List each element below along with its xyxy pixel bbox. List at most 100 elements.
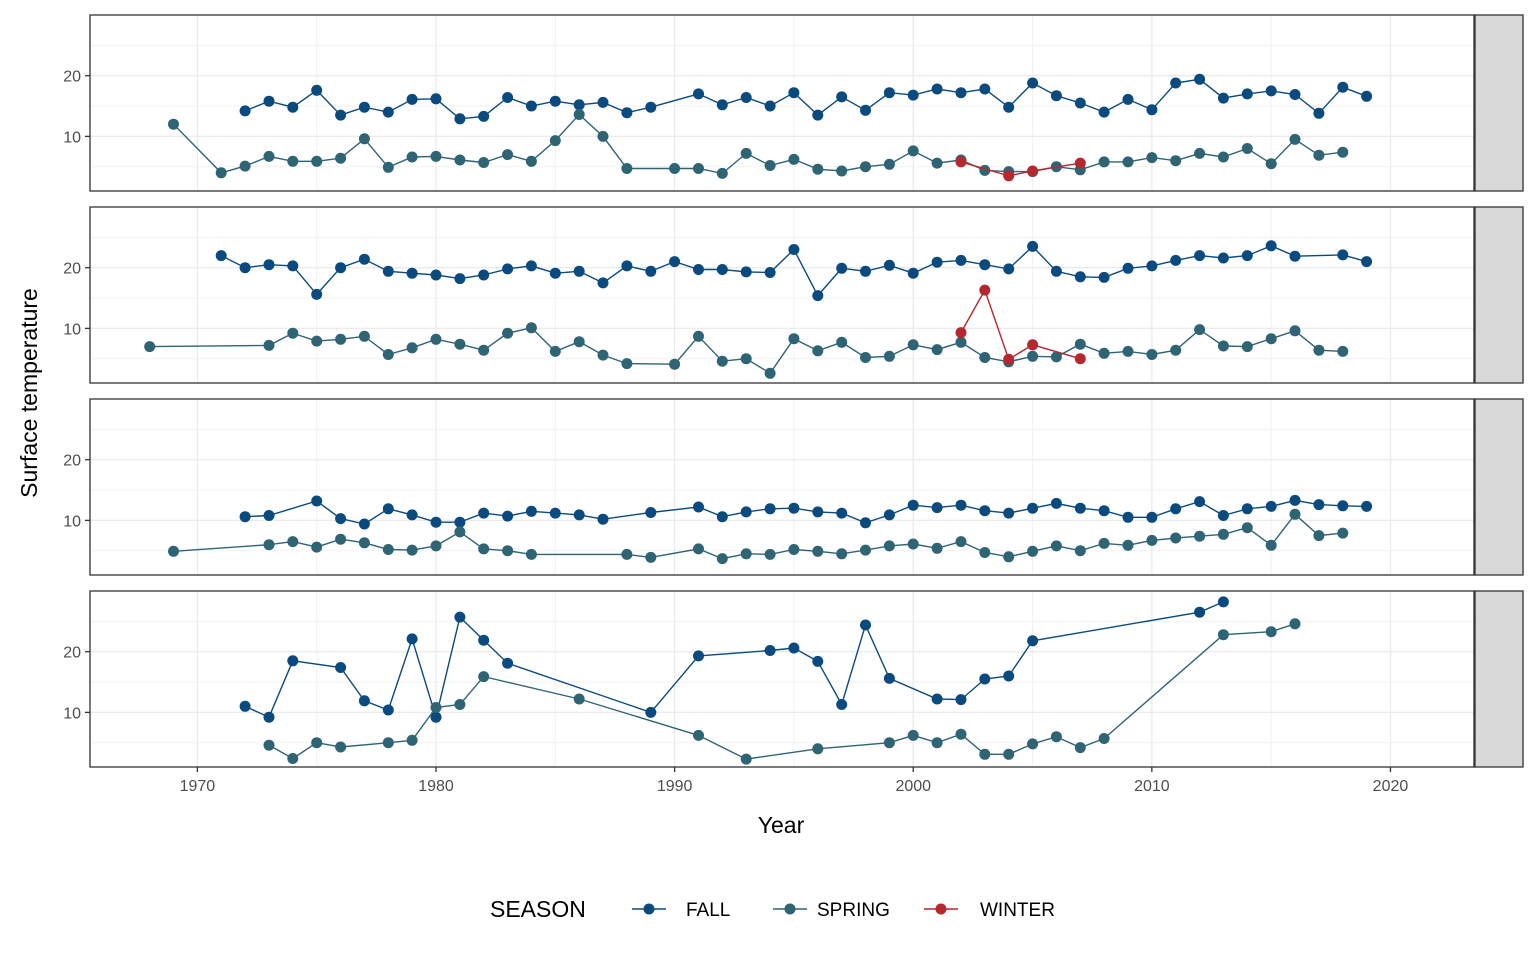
data-point <box>1337 81 1349 93</box>
panel-1: 1020Georges Bank <box>63 14 1524 192</box>
data-point <box>931 256 943 268</box>
data-point <box>1241 250 1253 262</box>
data-point <box>311 737 323 749</box>
data-point <box>549 95 561 107</box>
data-point <box>788 333 800 345</box>
data-point <box>1337 345 1349 357</box>
data-point <box>1122 156 1134 168</box>
y-tick-label: 10 <box>63 321 81 338</box>
data-point <box>621 163 633 174</box>
legend-item-fall: FALL <box>632 900 730 921</box>
data-point <box>693 543 704 555</box>
data-point <box>979 259 991 271</box>
data-point <box>764 645 776 656</box>
data-point <box>812 290 824 302</box>
legend-item-winter: WINTER <box>924 900 1055 921</box>
data-point <box>955 156 967 168</box>
data-point <box>573 99 585 111</box>
data-point <box>716 355 728 367</box>
data-point <box>1050 540 1062 552</box>
data-point <box>335 741 347 753</box>
data-point <box>788 544 800 555</box>
data-point <box>454 611 466 623</box>
data-point <box>979 83 991 95</box>
data-point <box>1098 271 1110 283</box>
data-point <box>406 342 418 354</box>
data-point <box>764 267 776 278</box>
series-fall <box>239 494 1373 530</box>
y-tick-label: 20 <box>63 261 81 278</box>
legend-label: FALL <box>686 900 730 921</box>
data-point <box>239 105 251 117</box>
data-point <box>1027 240 1039 252</box>
data-point <box>836 548 848 560</box>
facet-strip <box>1474 590 1524 768</box>
data-point <box>740 753 752 765</box>
data-point <box>1027 77 1039 89</box>
data-point <box>239 511 251 523</box>
data-point <box>1217 510 1229 521</box>
facet-strip <box>1474 398 1524 576</box>
data-point <box>430 93 442 105</box>
data-point <box>1265 626 1277 638</box>
data-point <box>1003 170 1015 182</box>
data-point <box>382 265 394 277</box>
data-point <box>1003 670 1015 682</box>
data-point <box>883 259 895 271</box>
chart-panels: 1020Georges Bank1020Georges Bank / South… <box>63 14 1524 768</box>
data-point <box>215 250 227 262</box>
data-point <box>287 753 299 764</box>
data-point <box>1313 344 1325 356</box>
data-point <box>573 109 585 120</box>
data-point <box>764 367 776 379</box>
data-point <box>1337 500 1349 512</box>
y-tick-label: 20 <box>63 453 81 470</box>
data-point <box>382 161 394 173</box>
data-point <box>645 101 657 113</box>
data-point <box>1217 340 1229 352</box>
data-point <box>836 91 848 103</box>
data-point <box>1098 347 1110 359</box>
legend-label: WINTER <box>980 900 1055 921</box>
data-point <box>1289 494 1301 506</box>
series-spring <box>144 322 1349 379</box>
data-point <box>716 511 728 523</box>
data-point <box>836 262 848 274</box>
data-point <box>788 244 800 255</box>
data-point <box>263 95 275 107</box>
data-point <box>740 147 752 159</box>
panel-background <box>90 399 1474 575</box>
data-point <box>335 152 347 164</box>
data-point <box>454 526 466 538</box>
data-point <box>979 352 991 363</box>
series-spring <box>263 618 1301 765</box>
data-point <box>1265 539 1277 551</box>
data-point <box>549 507 561 519</box>
data-point <box>1265 158 1277 170</box>
data-point <box>311 288 323 300</box>
data-point <box>287 260 299 272</box>
data-point <box>1337 527 1349 539</box>
data-point <box>1265 333 1277 345</box>
data-point <box>836 165 848 177</box>
data-point <box>764 100 776 112</box>
data-point <box>215 167 227 179</box>
data-point <box>597 96 609 108</box>
data-point <box>525 155 537 167</box>
data-point <box>454 154 466 166</box>
data-point <box>1241 341 1253 353</box>
data-point <box>406 734 418 746</box>
facet-strip <box>1474 206 1524 384</box>
data-point <box>955 694 967 706</box>
data-point <box>645 706 657 718</box>
data-point <box>382 106 394 118</box>
panel-border <box>89 14 1475 192</box>
data-point <box>478 671 490 683</box>
data-point <box>860 352 871 363</box>
data-point <box>788 642 800 654</box>
data-point <box>1146 152 1158 164</box>
data-point <box>740 92 752 103</box>
data-point <box>1146 511 1158 523</box>
data-point <box>860 104 871 116</box>
data-point <box>1050 265 1062 277</box>
